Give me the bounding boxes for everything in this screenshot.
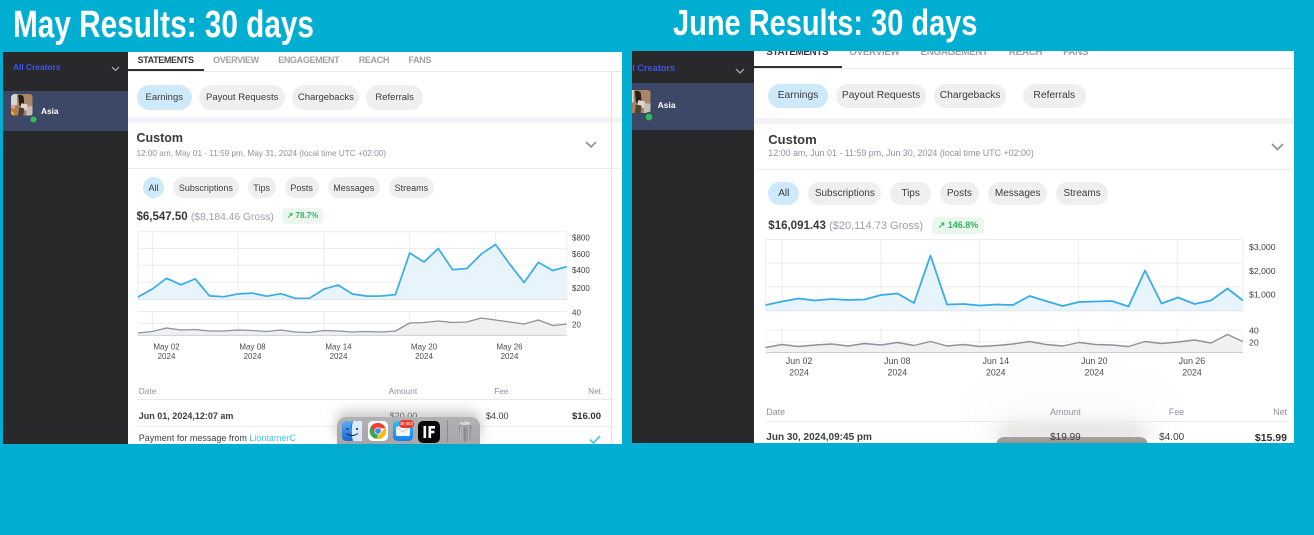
svg-text:Jun 20: Jun 20	[1081, 356, 1108, 366]
svg-text:2024: 2024	[1182, 368, 1202, 378]
svg-text:2024: 2024	[1084, 368, 1104, 378]
svg-text:May 26: May 26	[496, 342, 523, 351]
svg-text:20: 20	[572, 320, 581, 329]
svg-text:$400: $400	[572, 266, 590, 275]
svg-text:$200: $200	[572, 284, 590, 293]
svg-text:2024: 2024	[887, 368, 907, 378]
svg-text:2024: 2024	[243, 352, 261, 361]
svg-text:2024: 2024	[329, 352, 347, 361]
svg-text:2024: 2024	[789, 368, 809, 378]
svg-text:May 08: May 08	[239, 342, 266, 351]
svg-text:Jun 26: Jun 26	[1178, 356, 1205, 366]
svg-text:$600: $600	[572, 250, 590, 259]
svg-text:$1,000: $1,000	[1249, 290, 1276, 300]
svg-text:Jun 08: Jun 08	[884, 356, 911, 366]
svg-text:2024: 2024	[986, 368, 1006, 378]
svg-text:2024: 2024	[415, 352, 433, 361]
svg-text:40: 40	[1249, 326, 1259, 336]
svg-text:May 14: May 14	[325, 342, 352, 351]
svg-text:May 20: May 20	[410, 342, 437, 351]
svg-text:Jun 14: Jun 14	[982, 356, 1009, 366]
svg-text:40: 40	[572, 308, 581, 317]
svg-text:May 02: May 02	[153, 342, 180, 351]
svg-text:$2,000: $2,000	[1249, 266, 1276, 276]
svg-text:$800: $800	[572, 233, 590, 242]
svg-text:20: 20	[1249, 338, 1259, 348]
svg-text:2024: 2024	[157, 352, 175, 361]
svg-text:$3,000: $3,000	[1249, 242, 1276, 252]
svg-text:2024: 2024	[500, 352, 518, 361]
svg-text:Jun 02: Jun 02	[785, 356, 812, 366]
